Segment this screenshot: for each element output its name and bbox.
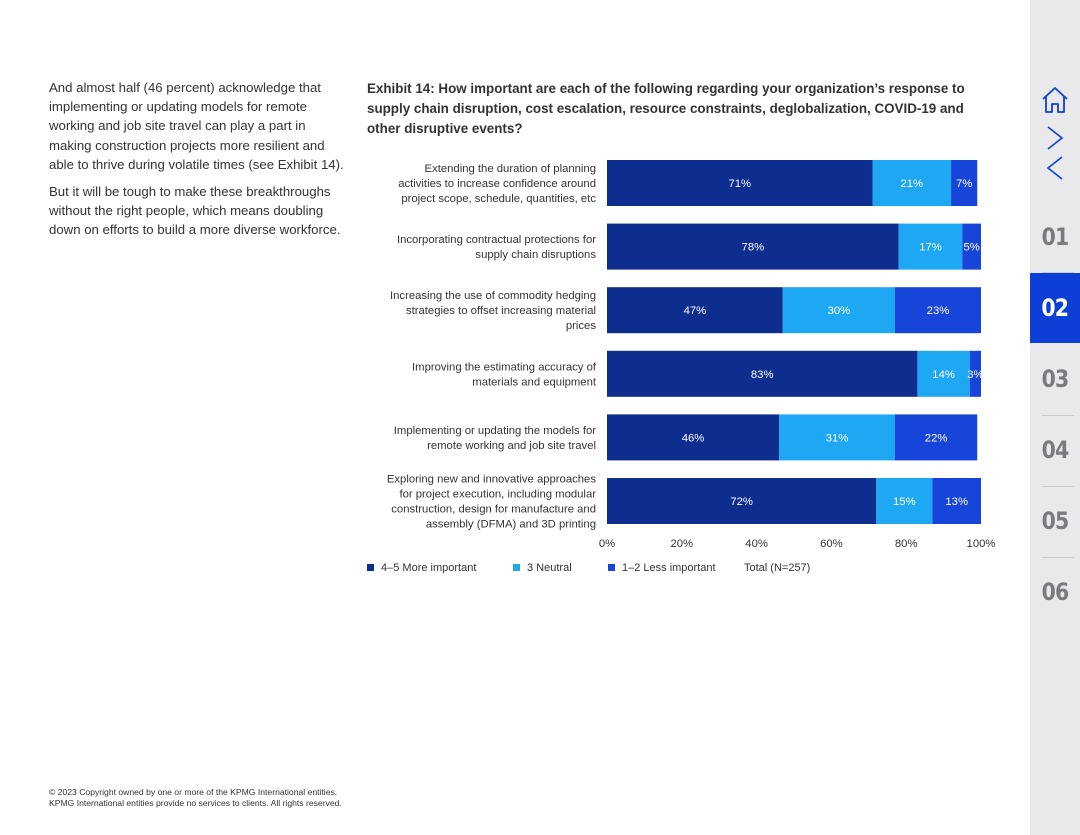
bar-segment [782,287,895,334]
data-label: 47% [684,305,707,317]
nav-section-03[interactable]: 03 [1041,365,1070,393]
legend-item-neutral: 3 Neutral [513,562,572,574]
stacked-bar-chart: Extending the duration of planning activi… [387,160,996,550]
category-label: strategies to offset increasing material [406,305,596,317]
legend-label-neutral: 3 Neutral [527,562,572,574]
bar-segment [962,223,981,270]
copyright-footer: © 2023 Copyright owned by one or more of… [49,787,342,809]
intro-paragraph-1: And almost half (46 percent) acknowledge… [49,80,344,172]
copyright-line-1: © 2023 Copyright owned by one or more of… [49,787,338,797]
data-label: 30% [828,305,851,317]
bar-segment [607,287,783,334]
x-tick-label: 60% [820,538,843,550]
category-label: Extending the duration of planning [425,163,596,175]
bar-segment [607,350,918,397]
nav-section-02[interactable]: 02 [1030,273,1080,343]
data-label: 15% [893,496,916,508]
category-label: for project execution, including modular [399,489,596,501]
bar-segment [894,414,978,461]
nav-divider [1042,557,1074,558]
data-label: 46% [682,432,705,444]
data-label: 83% [751,369,774,381]
chevron-right-icon[interactable] [1030,125,1080,151]
data-label: 5% [963,242,979,254]
data-label: 3% [967,369,983,381]
data-label: 7% [956,178,972,190]
nav-divider [1042,272,1074,273]
category-label: Improving the estimating accuracy of [412,361,597,373]
category-label: assembly (DFMA) and 3D printing [426,519,596,531]
bar-segment [607,414,780,461]
bar-segment [607,478,877,524]
data-label: 23% [927,305,950,317]
bar-segment [917,350,970,397]
data-label: 31% [826,432,849,444]
category-label: Increasing the use of commodity hedging [390,290,596,302]
nav-section-06[interactable]: 06 [1041,578,1070,606]
category-label: materials and equipment [472,376,597,388]
legend-swatch-neutral [513,564,520,571]
nav-section-02-label: 02 [1041,294,1070,322]
data-label: 22% [925,432,948,444]
data-label: 78% [742,242,765,254]
home-icon[interactable] [1030,86,1080,114]
legend-total-note: Total (N=257) [744,562,811,574]
bar-segment [607,223,899,270]
copyright-line-2: KPMG International entities provide no s… [49,798,342,808]
legend-swatch-less-important [608,564,615,571]
bar-segment [951,160,978,206]
legend-item-less-important: 1–2 Less important [608,562,716,574]
data-label: 13% [945,496,968,508]
x-tick-label: 80% [895,538,918,550]
chevron-left-icon[interactable] [1030,155,1080,181]
category-label: construction, design for manufacture and [391,504,596,516]
legend-swatch-more-important [367,564,374,571]
x-tick-label: 20% [670,538,693,550]
nav-divider [1042,415,1074,416]
data-label: 21% [900,178,923,190]
nav-divider [1042,486,1074,487]
category-label: activities to increase confidence around [398,178,596,190]
bar-segment [779,414,895,461]
legend-label-less-important: 1–2 Less important [622,562,716,574]
intro-text: And almost half (46 percent) acknowledge… [49,78,349,248]
category-label: supply chain disruptions [475,249,596,261]
bar-segment [932,478,981,524]
bar-segment [876,478,933,524]
intro-paragraph-2: But it will be tough to make these break… [49,184,341,238]
category-label: Incorporating contractual protections fo… [397,234,596,246]
nav-section-04[interactable]: 04 [1041,436,1070,464]
data-label: 17% [919,242,942,254]
category-label: Implementing or updating the models for [394,425,596,437]
bar-segment [898,223,963,270]
bar-segment [969,350,981,397]
x-tick-label: 100% [967,538,996,550]
nav-section-01[interactable]: 01 [1041,223,1070,251]
bar-segment [607,160,873,206]
section-sidebar: 01 02 03 04 05 06 [1030,0,1080,835]
category-label: prices [566,320,596,332]
data-label: 72% [730,496,753,508]
data-label: 14% [932,369,955,381]
bar-segment [894,287,981,334]
nav-section-05[interactable]: 05 [1041,507,1070,535]
legend-label-more-important: 4–5 More important [381,562,477,574]
data-label: 71% [728,178,751,190]
category-label: Exploring new and innovative approaches [387,474,596,486]
exhibit-title: Exhibit 14: How important are each of th… [367,81,965,136]
x-tick-label: 0% [599,538,615,550]
category-label: project scope, schedule, quantities, etc [401,193,596,205]
bar-segment [872,160,952,206]
category-label: remote working and job site travel [427,440,596,452]
x-tick-label: 40% [745,538,768,550]
legend-item-more-important: 4–5 More important [367,562,476,574]
